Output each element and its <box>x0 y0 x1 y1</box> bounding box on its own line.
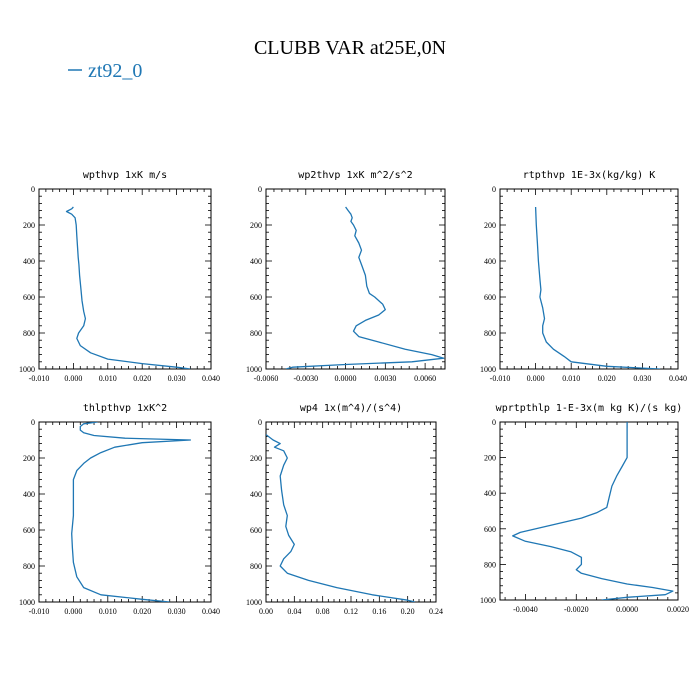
x-tick-label: 0.04 <box>287 607 301 616</box>
y-tick-label: 0 <box>258 185 262 194</box>
figure-legend: zt92_0 <box>68 60 142 82</box>
series-line <box>512 422 674 600</box>
series-line <box>266 434 415 602</box>
y-tick-label: 1000 <box>19 598 35 607</box>
x-tick-label: 0.020 <box>133 607 151 616</box>
x-tick-label: 0.0020 <box>667 605 689 614</box>
x-tick-label: -0.0030 <box>293 374 318 383</box>
panel-1: wpthvp 1xK m/s -0.010 0.000 0.010 0.020 0.030… <box>19 170 220 383</box>
x-tick-label: 0.000 <box>64 607 82 616</box>
y-tick-label: 200 <box>23 221 35 230</box>
panel-5: wp4 1x(m^4)/(s^4) 0.00 0.04 0.08 0.12 0.16 0.2… <box>246 403 443 616</box>
figure-title: CLUBB VAR at25E,0N <box>254 37 446 59</box>
series-line <box>285 206 445 369</box>
panel-title: wp4 1x(m^4)/(s^4) <box>300 403 402 414</box>
y-tick-label: 0 <box>31 185 35 194</box>
y-tick-label: 200 <box>250 221 262 230</box>
y-tick-label: 600 <box>23 293 35 302</box>
plot-frame <box>499 421 679 601</box>
x-tick-label: 0.040 <box>669 374 687 383</box>
panel-2: wp2thvp 1xK m^2/s^2 -0.0060 -0.0030 0.0000 0… <box>246 170 446 383</box>
y-tick-label: 0 <box>492 185 496 194</box>
y-tick-label: 0 <box>258 418 262 427</box>
y-tick-label: 800 <box>250 329 262 338</box>
x-tick-label: 0.0000 <box>335 374 357 383</box>
x-tick-label: 0.040 <box>202 374 220 383</box>
y-tick-label: 400 <box>250 257 262 266</box>
series-line <box>71 422 192 602</box>
x-tick-label: 0.020 <box>133 374 151 383</box>
panel-title: wprtpthlp 1-E-3x(m kg K)/(s kg) <box>496 403 683 414</box>
y-tick-label: 600 <box>250 526 262 535</box>
panel-6: wprtpthlp 1-E-3x(m kg K)/(s kg) -0.0040 -0… <box>480 403 689 614</box>
panel-title: rtpthvp 1E-3x(kg/kg) K <box>523 170 655 181</box>
y-tick-label: 400 <box>250 490 262 499</box>
x-tick-label: -0.010 <box>29 374 50 383</box>
y-tick-label: 800 <box>250 562 262 571</box>
panel-3: rtpthvp 1E-3x(kg/kg) K -0.010 0.000 0.010 0.… <box>480 170 687 383</box>
x-tick-label: 0.20 <box>401 607 415 616</box>
x-tick-label: 0.030 <box>168 374 186 383</box>
x-tick-label: 0.010 <box>99 607 117 616</box>
series-line <box>534 206 661 369</box>
y-tick-label: 800 <box>23 329 35 338</box>
x-tick-label: 0.16 <box>372 607 386 616</box>
y-tick-label: 400 <box>484 257 496 266</box>
x-tick-label: 0.0060 <box>414 374 436 383</box>
series-line <box>65 206 191 369</box>
x-tick-label: 0.030 <box>168 607 186 616</box>
panel-4: thlpthvp 1xK^2 -0.010 0.000 0.010 0.020 0.030… <box>19 403 220 616</box>
y-tick-label: 0 <box>492 418 496 427</box>
y-tick-label: 600 <box>484 525 496 534</box>
plot-frame <box>499 188 679 370</box>
x-tick-label: 0.12 <box>344 607 358 616</box>
panel-title: wpthvp 1xK m/s <box>83 170 167 181</box>
y-tick-label: 200 <box>23 454 35 463</box>
plot-frame <box>38 188 212 370</box>
x-tick-label: 0.000 <box>64 374 82 383</box>
y-tick-label: 1000 <box>246 598 262 607</box>
y-tick-label: 400 <box>23 490 35 499</box>
y-tick-label: 800 <box>484 329 496 338</box>
x-tick-label: 0.00 <box>259 607 273 616</box>
y-tick-label: 600 <box>250 293 262 302</box>
y-tick-label: 200 <box>484 454 496 463</box>
y-tick-label: 1000 <box>19 365 35 374</box>
x-tick-label: 0.040 <box>202 607 220 616</box>
plot-frame <box>265 188 446 370</box>
x-tick-label: -0.0020 <box>564 605 589 614</box>
x-tick-label: 0.010 <box>562 374 580 383</box>
x-tick-label: 0.030 <box>633 374 651 383</box>
y-tick-label: 1000 <box>480 365 496 374</box>
y-tick-label: 400 <box>23 257 35 266</box>
y-tick-label: 1000 <box>480 596 496 605</box>
y-tick-label: 200 <box>484 221 496 230</box>
y-tick-label: 600 <box>23 526 35 535</box>
plot-frame <box>38 421 212 603</box>
x-tick-label: -0.0040 <box>513 605 538 614</box>
y-tick-label: 400 <box>484 489 496 498</box>
y-tick-label: 0 <box>31 418 35 427</box>
x-tick-label: 0.020 <box>598 374 616 383</box>
y-tick-label: 600 <box>484 293 496 302</box>
y-tick-label: 1000 <box>246 365 262 374</box>
x-tick-label: -0.0060 <box>254 374 279 383</box>
x-tick-label: 0.000 <box>527 374 545 383</box>
panel-title: thlpthvp 1xK^2 <box>83 403 167 414</box>
legend-label: zt92_0 <box>88 60 142 82</box>
x-tick-label: -0.010 <box>29 607 50 616</box>
y-tick-label: 800 <box>23 562 35 571</box>
x-tick-label: 0.0030 <box>374 374 396 383</box>
x-tick-label: 0.010 <box>99 374 117 383</box>
x-tick-label: 0.08 <box>316 607 330 616</box>
x-tick-label: 0.24 <box>429 607 443 616</box>
x-tick-label: -0.010 <box>490 374 511 383</box>
y-tick-label: 200 <box>250 454 262 463</box>
panels: wpthvp 1xK m/s-0.010 0.000 0.010 0.020 0.030… <box>19 170 689 616</box>
panel-title: wp2thvp 1xK m^2/s^2 <box>298 170 412 181</box>
y-tick-label: 800 <box>484 560 496 569</box>
x-tick-label: 0.0000 <box>616 605 638 614</box>
